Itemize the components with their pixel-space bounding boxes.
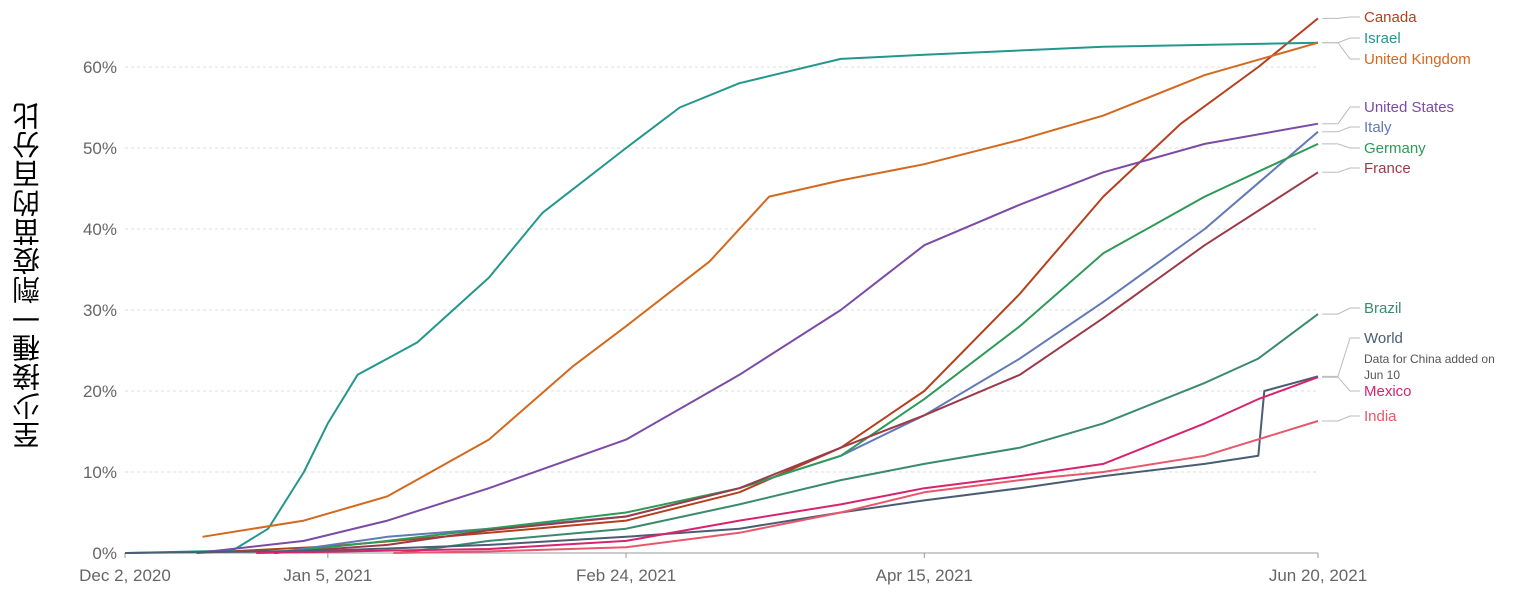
series-line-united-kingdom <box>202 41 1319 538</box>
series-lines <box>124 17 1319 554</box>
label-connector <box>1322 16 1360 19</box>
series-line-world <box>124 375 1319 554</box>
series-label-italy: Italy <box>1364 119 1392 136</box>
x-tick-label: Dec 2, 2020 <box>79 566 171 585</box>
series-label-france: France <box>1364 160 1411 177</box>
y-axis-label: 至少接種一劑疫苗的百分比 <box>11 101 44 449</box>
label-connector <box>1322 376 1360 392</box>
label-connector <box>1322 106 1360 125</box>
label-connector <box>1322 337 1360 377</box>
series-label-united-states: United States <box>1364 99 1454 116</box>
series-line-germany <box>273 142 1319 554</box>
label-connector <box>1322 37 1360 44</box>
series-line-france <box>274 171 1319 554</box>
series-labels: Canada Israel United Kingdom United States I… <box>1322 9 1495 425</box>
note-line: Data for China added on <box>1364 352 1495 366</box>
series-label-world: World <box>1364 330 1403 347</box>
y-tick-label: 0% <box>92 544 117 563</box>
y-tick-label: 30% <box>83 301 117 320</box>
x-tick-labels: Dec 2, 2020 Jan 5, 2021 Feb 24, 2021 Apr 15… <box>79 553 1367 585</box>
label-connector <box>1322 167 1360 173</box>
x-tick-label: Feb 24, 2021 <box>576 566 676 585</box>
label-connector <box>1322 415 1360 422</box>
series-line-india <box>393 420 1319 554</box>
china-data-note: Data for China added on Jun 10 <box>1364 352 1495 382</box>
y-tick-label: 60% <box>83 58 117 77</box>
series-label-canada: Canada <box>1364 9 1417 26</box>
label-connector <box>1322 42 1360 60</box>
label-connector <box>1322 143 1360 149</box>
y-tick-label: 40% <box>83 220 117 239</box>
y-tick-label: 50% <box>83 139 117 158</box>
series-line-mexico <box>256 376 1319 554</box>
series-label-united-kingdom: United Kingdom <box>1364 51 1471 68</box>
x-tick-label: Jan 5, 2021 <box>283 566 372 585</box>
series-label-germany: Germany <box>1364 140 1426 157</box>
series-line-united-states <box>196 122 1319 554</box>
x-tick-label: Apr 15, 2021 <box>876 566 973 585</box>
gridlines <box>125 66 1318 554</box>
label-connector <box>1322 126 1360 133</box>
note-line: Jun 10 <box>1364 368 1400 382</box>
series-label-india: India <box>1364 408 1397 425</box>
series-label-israel: Israel <box>1364 30 1401 47</box>
y-tick-label: 10% <box>83 463 117 482</box>
y-tick-label: 20% <box>83 382 117 401</box>
series-label-mexico: Mexico <box>1364 383 1412 400</box>
series-line-israel <box>124 41 1319 554</box>
label-connector <box>1322 307 1360 315</box>
x-tick-label: Jun 20, 2021 <box>1269 566 1367 585</box>
series-line-brazil <box>399 313 1319 554</box>
y-tick-labels: 0% 10% 20% 30% 40% 50% 60% <box>83 58 117 563</box>
series-label-brazil: Brazil <box>1364 300 1402 317</box>
